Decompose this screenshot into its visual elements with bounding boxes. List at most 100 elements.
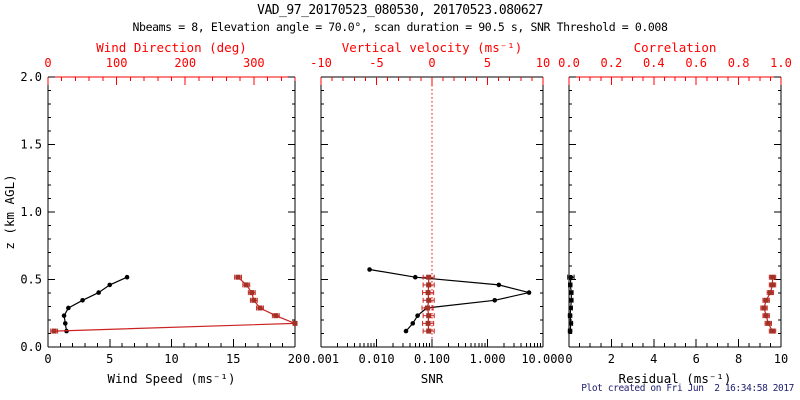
correlation-marker: [770, 274, 776, 280]
wind-panel: 0 5 10 15 20 Wind Speed (ms⁻¹) 0 100 200 300Wind …: [2, 40, 302, 386]
top-tick-label: 0: [44, 56, 51, 70]
bottom-axis-title: Wind Speed (ms⁻¹): [108, 371, 236, 386]
snr-marker: [367, 267, 372, 272]
snr-velocity-panel: 0.001 0.010 0.100 1.000 10.000 SNR -10 -5 0 5 10 Ve…: [303, 40, 565, 386]
residual-marker: [568, 321, 574, 326]
snr-marker: [410, 321, 416, 326]
y-tick-label: 0.5: [20, 273, 42, 287]
bottom-tick-label: 0.001: [303, 352, 339, 366]
vertical-velocity-marker: [426, 282, 432, 288]
snr-marker: [492, 297, 498, 303]
snr-series: [367, 267, 532, 334]
top-tick-label: 0.2: [601, 56, 623, 70]
bottom-tick-label: 6: [693, 352, 700, 366]
top-tick-label: 100: [106, 56, 128, 70]
y-axis-title: z (km AGL): [2, 174, 17, 249]
vertical-velocity-marker: [426, 297, 432, 303]
vertical-velocity-marker: [426, 328, 432, 334]
residual-correlation-panel: 0 2 4 6 8 10 Residual (ms⁻¹) 0.0 0.2 0.4 0.6 0.8 1.0…: [558, 40, 792, 386]
wind-direction-series: [50, 274, 298, 334]
wind-direction-marker: [257, 305, 263, 311]
wind-direction-marker: [249, 290, 255, 296]
bottom-tick-label: 8: [735, 352, 742, 366]
bottom-tick-label: 20: [288, 352, 302, 366]
top-tick-label: -10: [310, 56, 332, 70]
residual-marker: [567, 328, 573, 334]
correlation-marker: [765, 320, 771, 326]
wind-speed-marker: [66, 305, 71, 311]
snr-line: [369, 268, 530, 332]
correlation-marker: [770, 328, 776, 334]
top-tick-label: 0.4: [643, 56, 665, 70]
bottom-tick-label: 10.000: [521, 352, 564, 366]
wind-direction-line: [54, 276, 296, 332]
snr-marker: [526, 290, 532, 295]
residual-marker: [567, 313, 573, 318]
wind-direction-marker: [243, 282, 249, 288]
vertical-velocity-marker: [425, 305, 431, 311]
correlation-marker: [767, 290, 773, 296]
bottom-axis-title: SNR: [421, 371, 444, 386]
residual-marker: [569, 297, 574, 303]
residual-marker: [567, 282, 573, 288]
wind-direction-marker: [273, 313, 279, 319]
top-tick-label: 0.8: [728, 56, 750, 70]
correlation-marker: [763, 313, 769, 319]
top-tick-label: -5: [369, 56, 383, 70]
residual-marker: [569, 290, 574, 295]
wind-speed-series: [61, 274, 130, 334]
wind-speed-marker: [61, 313, 67, 318]
correlation-marker: [763, 297, 769, 303]
wind-speed-marker: [124, 274, 130, 280]
top-tick-label: 1.0: [770, 56, 792, 70]
bottom-axis-title: Residual (ms⁻¹): [619, 371, 732, 386]
correlation-marker: [770, 282, 776, 288]
bottom-tick-label: 4: [650, 352, 657, 366]
plot-subtitle: Nbeams = 8, Elevation angle = 70.0°, sca…: [132, 20, 668, 34]
bottom-tick-label: 0.100: [414, 352, 450, 366]
top-tick-label: 10: [536, 56, 550, 70]
wind-direction-marker: [235, 274, 241, 280]
bottom-tick-label: 10: [774, 352, 788, 366]
snr-marker: [412, 274, 418, 280]
bottom-tick-label: 0: [565, 352, 572, 366]
top-axis-title: Correlation: [634, 40, 717, 55]
top-tick-label: 0.0: [558, 56, 580, 70]
bottom-tick-label: 15: [226, 352, 240, 366]
y-tick-label: 1.0: [20, 205, 42, 219]
snr-marker: [403, 328, 409, 334]
correlation-marker: [761, 305, 767, 311]
y-tick-label: 0.0: [20, 340, 42, 354]
vertical-velocity-marker: [425, 320, 431, 326]
plot-created-timestamp: Plot created on Fri Jun 2 16:34:58 2017: [581, 383, 794, 394]
vertical-velocity-marker: [425, 290, 431, 296]
top-tick-label: 0: [428, 56, 435, 70]
residual-marker: [568, 305, 573, 311]
bottom-tick-label: 0: [44, 352, 51, 366]
residual-marker: [568, 274, 574, 280]
bottom-tick-label: 0.010: [358, 352, 394, 366]
snr-marker: [415, 313, 420, 318]
wind-direction-marker: [251, 297, 257, 303]
wind-speed-marker: [96, 290, 101, 295]
wind-speed-line: [63, 276, 128, 332]
bottom-tick-label: 5: [106, 352, 113, 366]
top-tick-label: 5: [484, 56, 491, 70]
wind-speed-marker: [62, 321, 68, 326]
top-tick-label: 200: [174, 56, 196, 70]
vertical-velocity-marker: [426, 274, 432, 280]
bottom-tick-label: 10: [164, 352, 178, 366]
wind-speed-marker: [80, 297, 85, 303]
top-tick-label: 0.6: [685, 56, 707, 70]
top-tick-label: 300: [243, 56, 265, 70]
wind-speed-marker: [107, 282, 113, 288]
bottom-tick-label: 2: [608, 352, 615, 366]
bottom-tick-label: 1.000: [469, 352, 505, 366]
wind-direction-marker: [51, 328, 57, 334]
top-axis-title: Vertical velocity (ms⁻¹): [342, 40, 523, 55]
residual-series: [567, 274, 575, 334]
wind-direction-marker: [292, 320, 298, 326]
vertical-velocity-series: [421, 274, 435, 334]
